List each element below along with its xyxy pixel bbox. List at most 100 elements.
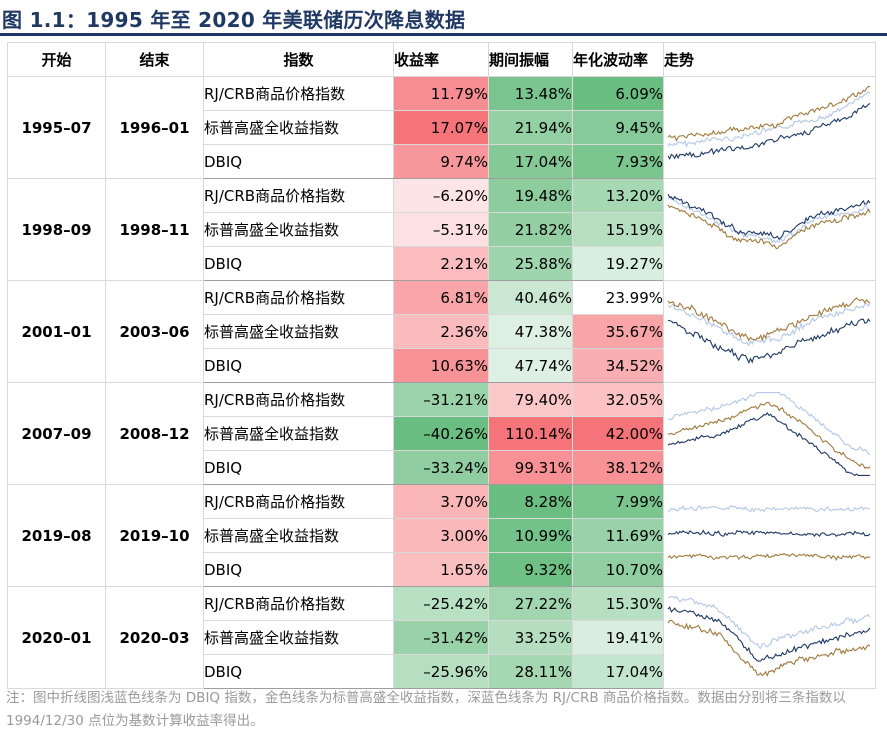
index-name: DBIQ <box>203 144 394 179</box>
trend-sparkline <box>667 504 871 561</box>
range-value: 40.46% <box>488 280 573 315</box>
trend-sparkline <box>667 595 871 677</box>
rjcrb-trend-line <box>667 605 871 662</box>
table-body: 1995–07 1996–01 RJ/CRB商品价格指数 11.79% 13.48% 6.… <box>7 76 876 689</box>
range-value: 17.04% <box>488 144 573 179</box>
header-volatility: 年化波动率 <box>572 42 664 77</box>
end-date: 2020–03 <box>105 586 204 689</box>
trend-sparkline-cell <box>663 76 876 179</box>
return-value: –31.42% <box>393 620 489 655</box>
return-value: 11.79% <box>393 76 489 111</box>
range-value: 9.32% <box>488 552 573 587</box>
range-value: 8.28% <box>488 484 573 519</box>
end-date: 1996–01 <box>105 76 204 179</box>
header-index: 指数 <box>203 42 394 77</box>
volatility-value: 17.04% <box>572 654 664 689</box>
return-value: –25.96% <box>393 654 489 689</box>
return-value: 2.36% <box>393 314 489 349</box>
index-name: 标普高盛全收益指数 <box>203 518 394 553</box>
dbiq-trend-line <box>667 391 871 455</box>
volatility-value: 23.99% <box>572 280 664 315</box>
title-bar: 图 1.1：1995 年至 2020 年美联储历次降息数据 <box>0 0 887 36</box>
range-value: 21.94% <box>488 110 573 145</box>
range-value: 28.11% <box>488 654 573 689</box>
index-name: RJ/CRB商品价格指数 <box>203 484 394 519</box>
table-row: 标普高盛全收益指数 3.00% 10.99% 11.69% <box>8 518 876 553</box>
start-date: 1995–07 <box>7 76 106 179</box>
return-value: 3.00% <box>393 518 489 553</box>
end-date: 1998–11 <box>105 178 204 281</box>
header-return: 收益率 <box>393 42 489 77</box>
index-name: 标普高盛全收益指数 <box>203 416 394 451</box>
index-name: 标普高盛全收益指数 <box>203 212 394 247</box>
table-row: 2001–01 2003–06 RJ/CRB商品价格指数 6.81% 40.46% 23.… <box>7 280 876 383</box>
table-row: 2019–08 2019–10 RJ/CRB商品价格指数 3.70% 8.28% 7.99… <box>7 484 876 587</box>
range-value: 47.74% <box>488 348 573 383</box>
dbiq-trend-line <box>667 504 871 513</box>
start-date: 2007–09 <box>7 382 106 485</box>
dbiq-trend-line <box>667 90 871 148</box>
dbiq-trend-line <box>667 195 871 244</box>
return-value: 1.65% <box>393 552 489 587</box>
index-name: DBIQ <box>203 348 394 383</box>
return-value: 17.07% <box>393 110 489 145</box>
index-name: 标普高盛全收益指数 <box>203 314 394 349</box>
table-row: 2020–01 2020–03 RJ/CRB商品价格指数 –25.42% 27.22% 1… <box>7 586 876 689</box>
range-value: 110.14% <box>488 416 573 451</box>
return-value: –40.26% <box>393 416 489 451</box>
index-name: RJ/CRB商品价格指数 <box>203 76 394 111</box>
range-value: 13.48% <box>488 76 573 111</box>
table-row: 标普高盛全收益指数 –5.31% 21.82% 15.19% <box>8 212 876 247</box>
return-value: –31.21% <box>393 382 489 417</box>
volatility-value: 9.45% <box>572 110 664 145</box>
volatility-value: 19.41% <box>572 620 664 655</box>
index-name: DBIQ <box>203 246 394 281</box>
return-value: 2.21% <box>393 246 489 281</box>
trend-sparkline <box>667 85 871 160</box>
range-value: 25.88% <box>488 246 573 281</box>
volatility-value: 15.19% <box>572 212 664 247</box>
figure-title: 图 1.1：1995 年至 2020 年美联储历次降息数据 <box>2 8 466 32</box>
trend-sparkline-cell <box>663 586 876 689</box>
end-date: 2008–12 <box>105 382 204 485</box>
volatility-value: 32.05% <box>572 382 664 417</box>
table-row: DBIQ 9.74% 17.04% 7.93% <box>8 144 876 179</box>
rate-cut-table: 开始 结束 指数 收益率 期间振幅 年化波动率 走势 1995–07 1996–0… <box>7 42 876 689</box>
volatility-value: 35.67% <box>572 314 664 349</box>
volatility-value: 42.00% <box>572 416 664 451</box>
volatility-value: 19.27% <box>572 246 664 281</box>
trend-sparkline <box>667 296 871 364</box>
index-name: DBIQ <box>203 552 394 587</box>
trend-sparkline-cell <box>663 484 876 587</box>
index-name: RJ/CRB商品价格指数 <box>203 586 394 621</box>
header-range: 期间振幅 <box>488 42 573 77</box>
return-value: –33.24% <box>393 450 489 485</box>
index-name: RJ/CRB商品价格指数 <box>203 178 394 213</box>
rjcrb-trend-line <box>667 411 870 476</box>
header-trend: 走势 <box>663 42 876 77</box>
volatility-value: 6.09% <box>572 76 664 111</box>
volatility-value: 15.30% <box>572 586 664 621</box>
start-date: 1998–09 <box>7 178 106 281</box>
table-row: DBIQ 2.21% 25.88% 19.27% <box>8 246 876 281</box>
range-value: 10.99% <box>488 518 573 553</box>
end-date: 2003–06 <box>105 280 204 383</box>
index-name: RJ/CRB商品价格指数 <box>203 280 394 315</box>
start-date: 2019–08 <box>7 484 106 587</box>
start-date: 2020–01 <box>7 586 106 689</box>
volatility-value: 13.20% <box>572 178 664 213</box>
return-value: –25.42% <box>393 586 489 621</box>
dbiq-trend-line <box>667 302 871 347</box>
header-row: 开始 结束 指数 收益率 期间振幅 年化波动率 走势 <box>7 42 876 77</box>
volatility-value: 7.93% <box>572 144 664 179</box>
volatility-value: 34.52% <box>572 348 664 383</box>
table-row: 2007–09 2008–12 RJ/CRB商品价格指数 –31.21% 79.40% 3… <box>7 382 876 485</box>
volatility-value: 11.69% <box>572 518 664 553</box>
return-value: –6.20% <box>393 178 489 213</box>
table-row: 标普高盛全收益指数 2.36% 47.38% 35.67% <box>8 314 876 349</box>
sp-gsci-trend-line <box>667 401 871 469</box>
table-row: DBIQ 10.63% 47.74% 34.52% <box>8 348 876 383</box>
index-name: 标普高盛全收益指数 <box>203 620 394 655</box>
table-row: 1998–09 1998–11 RJ/CRB商品价格指数 –6.20% 19.48% 13… <box>7 178 876 281</box>
rjcrb-trend-line <box>667 317 871 364</box>
